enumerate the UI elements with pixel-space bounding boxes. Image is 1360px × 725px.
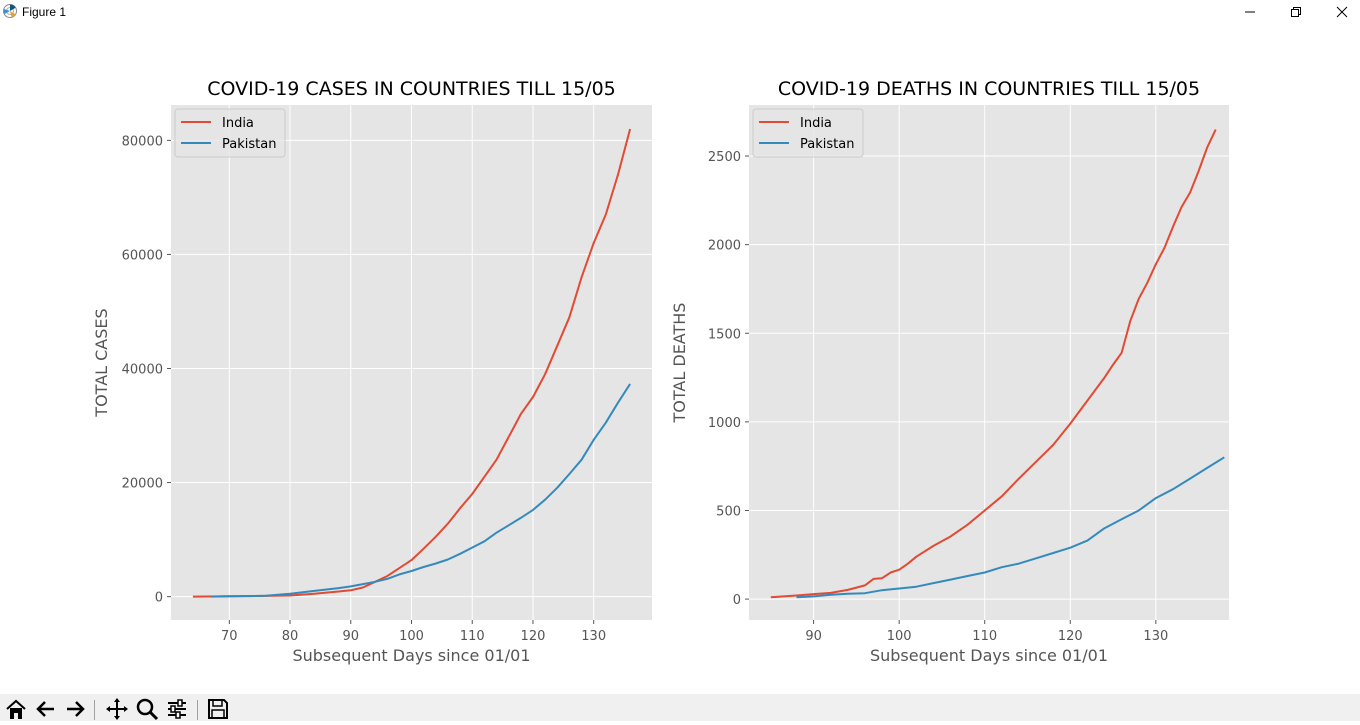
navigation-toolbar [0,694,1360,721]
y-axis-label: TOTAL DEATHS [670,303,689,424]
minimize-button[interactable] [1227,0,1273,24]
close-button[interactable] [1319,0,1360,24]
restore-icon [1290,3,1302,22]
x-tick-label: 90 [805,629,822,644]
legend-label-india: India [222,116,254,131]
chart-title: COVID-19 CASES IN COUNTRIES TILL 15/05 [207,78,616,100]
matplotlib-icon [2,3,18,19]
chart-title: COVID-19 DEATHS IN COUNTRIES TILL 15/05 [778,78,1200,100]
legend-label-pakistan: Pakistan [222,137,276,152]
x-tick-label: 130 [581,629,606,644]
toolbar-separator [94,700,95,720]
x-tick-label: 100 [887,629,912,644]
y-tick-label: 2000 [708,239,741,254]
x-tick-label: 90 [342,629,359,644]
x-tick-label: 110 [460,629,485,644]
y-tick-label: 1000 [708,416,741,431]
zoom-icon [135,697,159,725]
minimize-icon [1244,3,1256,22]
x-tick-label: 110 [972,629,997,644]
x-tick-label: 80 [282,629,299,644]
toolbar-separator [197,700,198,720]
x-tick-label: 100 [399,629,424,644]
save-button[interactable] [205,697,231,723]
x-tick-label: 70 [221,629,238,644]
pan-button[interactable] [104,697,130,723]
y-tick-label: 60000 [122,248,163,263]
configure-subplots-button[interactable] [164,697,190,723]
figure-canvas: 70 80 90 100 110 120 130020000400006000080000C… [92,78,1229,665]
x-tick-label: 130 [1143,629,1168,644]
series-line-pakistan [796,456,1225,599]
legend-label-pakistan: Pakistan [800,137,854,152]
window-title: Figure 1 [22,5,67,19]
save-icon [206,697,230,725]
home-icon [4,697,28,725]
x-axis-label: Subsequent Days since 01/01 [870,646,1108,665]
forward-icon [63,697,87,725]
pan-icon [105,697,129,725]
zoom-button[interactable] [134,697,160,723]
x-axis-label: Subsequent Days since 01/01 [292,646,530,665]
y-axis-label: TOTAL CASES [92,308,111,417]
home-button[interactable] [3,697,29,723]
y-tick-label: 80000 [122,134,163,149]
back-icon [34,697,58,725]
legend-label-india: India [800,116,832,131]
y-tick-label: 1500 [708,327,741,342]
y-tick-label: 2500 [708,150,741,165]
back-button[interactable] [33,697,59,723]
x-tick-label: 120 [1058,629,1083,644]
subplot-2: 90 100 110 120 130 0 500 1000 1500 2000 2500 COVID-… [670,78,1229,665]
configure-subplots-icon [165,697,189,725]
y-tick-label: 500 [716,504,741,519]
maximize-button[interactable] [1273,0,1319,24]
y-tick-label: 20000 [122,477,163,492]
x-tick-label: 120 [521,629,546,644]
subplot-1: 70 80 90 100 110 120 130 0 20000 40000 60000 80000 C… [92,78,652,665]
y-tick-label: 40000 [122,362,163,377]
y-tick-label: 0 [733,593,741,608]
series-line-india [192,128,632,598]
window-titlebar: Figure 1 [0,0,1360,24]
series-line-pakistan [211,383,631,598]
series-line-india [770,129,1217,599]
plot-area [749,105,1229,620]
y-tick-label: 0 [155,591,163,606]
close-icon [1336,3,1348,22]
forward-button[interactable] [62,697,88,723]
